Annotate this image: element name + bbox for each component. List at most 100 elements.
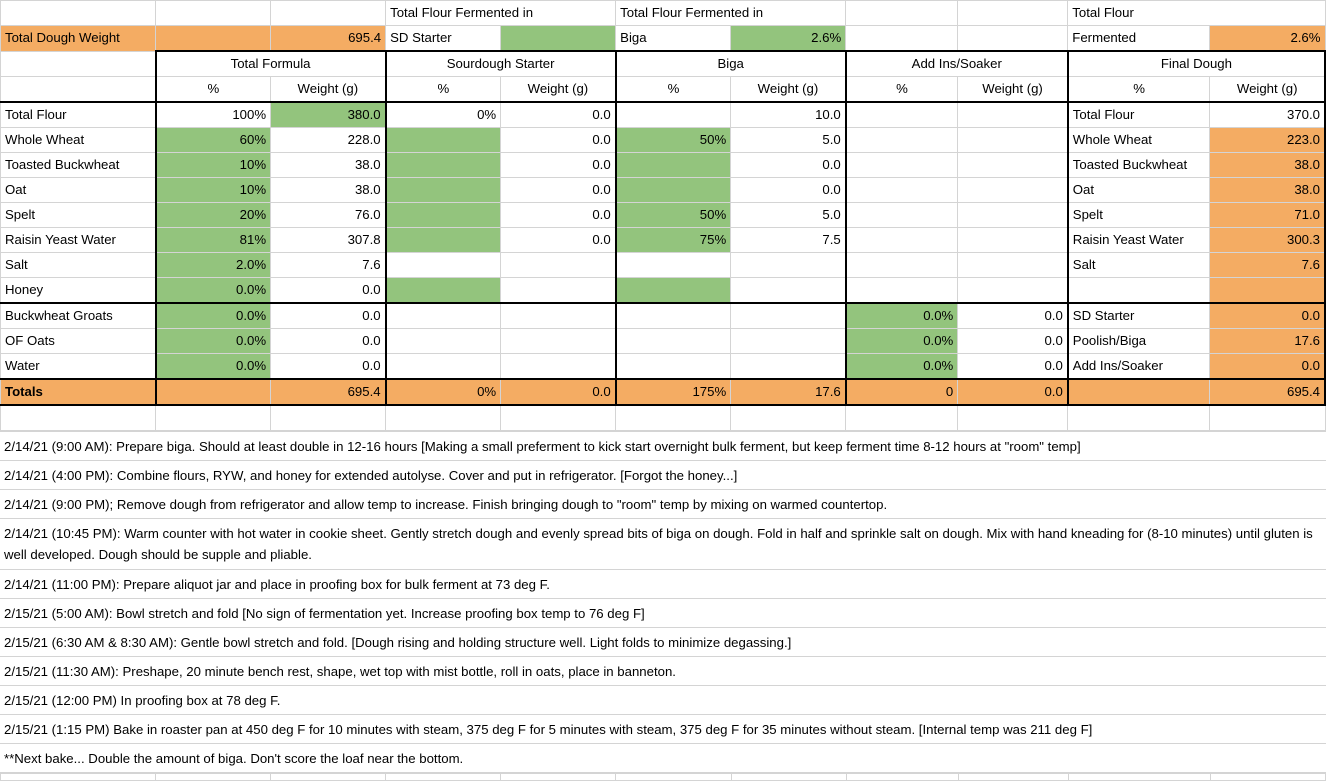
- cell-sourdough-weight[interactable]: 0.0: [500, 101, 617, 128]
- cell-addins-pct[interactable]: 0.0%: [844, 328, 959, 354]
- cell-addins-weight[interactable]: [957, 202, 1069, 228]
- total-dough-weight-value[interactable]: 695.4: [270, 25, 387, 52]
- cell-addins-pct[interactable]: [844, 177, 959, 203]
- cell-total-formula-pct[interactable]: 81%: [154, 227, 272, 253]
- cell-sourdough-pct[interactable]: [384, 277, 502, 304]
- note-text[interactable]: 2/14/21 (10:45 PM): Warm counter with ho…: [0, 518, 1326, 570]
- cell-total-formula-pct[interactable]: 20%: [154, 202, 272, 228]
- cell-sourdough-pct[interactable]: [384, 353, 502, 380]
- cell-total-formula-weight[interactable]: 380.0: [270, 101, 387, 128]
- cell-sourdough-pct[interactable]: [384, 152, 502, 178]
- cell-total-formula-pct[interactable]: 10%: [154, 177, 272, 203]
- cell-total-formula-weight[interactable]: 38.0: [270, 177, 387, 203]
- cell-total-formula-weight[interactable]: 38.0: [270, 152, 387, 178]
- cell-total-formula-weight[interactable]: 7.6: [270, 252, 387, 278]
- cell-addins-weight[interactable]: [957, 127, 1069, 153]
- totals-sourdough-pct[interactable]: 0%: [384, 378, 502, 406]
- cell-addins-weight[interactable]: [957, 152, 1069, 178]
- cell-sourdough-weight[interactable]: 0.0: [500, 202, 617, 228]
- cell-sourdough-pct[interactable]: [384, 177, 502, 203]
- cell-final-dough-weight[interactable]: 0.0: [1209, 353, 1326, 380]
- cell-sourdough-weight[interactable]: [500, 328, 617, 354]
- cell-total-formula-pct[interactable]: 100%: [154, 101, 272, 128]
- totals-addins-pct[interactable]: 0: [844, 378, 959, 406]
- cell-sourdough-pct[interactable]: [384, 328, 502, 354]
- cell-final-dough-weight[interactable]: 71.0: [1209, 202, 1326, 228]
- cell-biga-pct[interactable]: 75%: [614, 227, 732, 253]
- cell-addins-pct[interactable]: [844, 127, 959, 153]
- cell-sourdough-weight[interactable]: [500, 302, 617, 329]
- cell-total-formula-pct[interactable]: 0.0%: [154, 328, 272, 354]
- cell-biga-weight[interactable]: 0.0: [730, 152, 847, 178]
- cell-total-formula-pct[interactable]: 0.0%: [154, 302, 272, 329]
- cell-sourdough-weight[interactable]: 0.0: [500, 177, 617, 203]
- total-flour-fermented-value[interactable]: 2.6%: [1209, 25, 1326, 52]
- cell-biga-weight[interactable]: 5.0: [730, 202, 847, 228]
- cell-sourdough-weight[interactable]: 0.0: [500, 152, 617, 178]
- note-text[interactable]: 2/14/21 (11:00 PM): Prepare aliquot jar …: [0, 569, 1326, 599]
- cell-biga-pct[interactable]: [614, 152, 732, 178]
- totals-final-dough-weight[interactable]: 695.4: [1209, 378, 1326, 406]
- cell-biga-weight[interactable]: [730, 252, 847, 278]
- cell-final-dough-weight[interactable]: 0.0: [1209, 302, 1326, 329]
- cell-final-dough-weight[interactable]: 300.3: [1209, 227, 1326, 253]
- cell-addins-weight[interactable]: 0.0: [957, 328, 1069, 354]
- cell-biga-pct[interactable]: [614, 252, 732, 278]
- cell-biga-weight[interactable]: 5.0: [730, 127, 847, 153]
- cell-final-dough-weight[interactable]: 38.0: [1209, 177, 1326, 203]
- note-text[interactable]: 2/14/21 (4:00 PM): Combine flours, RYW, …: [0, 460, 1326, 490]
- cell-addins-weight[interactable]: [957, 277, 1069, 304]
- cell-total-formula-weight[interactable]: 0.0: [270, 328, 387, 354]
- note-text[interactable]: 2/14/21 (9:00 AM): Prepare biga. Should …: [0, 431, 1326, 461]
- note-text[interactable]: 2/15/21 (11:30 AM): Preshape, 20 minute …: [0, 656, 1326, 686]
- cell-biga-weight[interactable]: [730, 302, 847, 329]
- cell-sourdough-pct[interactable]: [384, 252, 502, 278]
- cell-sourdough-pct[interactable]: [384, 127, 502, 153]
- cell-addins-weight[interactable]: [957, 252, 1069, 278]
- cell-biga-weight[interactable]: 0.0: [730, 177, 847, 203]
- cell-addins-pct[interactable]: [844, 152, 959, 178]
- cell-addins-pct[interactable]: [844, 227, 959, 253]
- cell-biga-weight[interactable]: [730, 328, 847, 354]
- cell-addins-pct[interactable]: [844, 277, 959, 304]
- cell-total-formula-weight[interactable]: 0.0: [270, 353, 387, 380]
- note-text[interactable]: 2/15/21 (12:00 PM) In proofing box at 78…: [0, 685, 1326, 715]
- cell-total-formula-pct[interactable]: 0.0%: [154, 277, 272, 304]
- cell-total-formula-pct[interactable]: 0.0%: [154, 353, 272, 380]
- cell-biga-pct[interactable]: [614, 328, 732, 354]
- totals-addins-weight[interactable]: 0.0: [957, 378, 1069, 406]
- cell-sourdough-weight[interactable]: [500, 252, 617, 278]
- cell-sourdough-pct[interactable]: [384, 202, 502, 228]
- totals-biga-pct[interactable]: 175%: [614, 378, 732, 406]
- note-text[interactable]: 2/15/21 (5:00 AM): Bowl stretch and fold…: [0, 598, 1326, 628]
- cell-biga-pct[interactable]: [614, 353, 732, 380]
- cell-addins-pct[interactable]: [844, 202, 959, 228]
- cell-final-dough-weight[interactable]: 7.6: [1209, 252, 1326, 278]
- cell-addins-pct[interactable]: 0.0%: [844, 353, 959, 380]
- cell-total-formula-weight[interactable]: 228.0: [270, 127, 387, 153]
- cell-final-dough-weight[interactable]: 38.0: [1209, 152, 1326, 178]
- cell-total-formula-pct[interactable]: 2.0%: [154, 252, 272, 278]
- cell-sourdough-weight[interactable]: 0.0: [500, 127, 617, 153]
- cell-addins-weight[interactable]: 0.0: [957, 353, 1069, 380]
- cell-biga-weight[interactable]: 7.5: [730, 227, 847, 253]
- cell-final-dough-weight[interactable]: 370.0: [1209, 101, 1326, 128]
- cell-total-formula-weight[interactable]: 307.8: [270, 227, 387, 253]
- cell-biga-pct[interactable]: 50%: [614, 127, 732, 153]
- totals-biga-weight[interactable]: 17.6: [730, 378, 847, 406]
- cell-total-formula-pct[interactable]: 60%: [154, 127, 272, 153]
- cell-total-formula-pct[interactable]: 10%: [154, 152, 272, 178]
- cell-total-formula-weight[interactable]: 76.0: [270, 202, 387, 228]
- cell-biga-pct[interactable]: [614, 101, 732, 128]
- sd-fermented-value[interactable]: [500, 25, 617, 52]
- cell-sourdough-weight[interactable]: [500, 277, 617, 304]
- cell-addins-weight[interactable]: [957, 227, 1069, 253]
- cell-sourdough-weight[interactable]: 0.0: [500, 227, 617, 253]
- cell-biga-weight[interactable]: 10.0: [730, 101, 847, 128]
- cell-sourdough-pct[interactable]: [384, 227, 502, 253]
- cell-sourdough-pct[interactable]: [384, 302, 502, 329]
- cell-biga-weight[interactable]: [730, 353, 847, 380]
- cell-biga-pct[interactable]: [614, 277, 732, 304]
- cell-addins-pct[interactable]: 0.0%: [844, 302, 959, 329]
- cell-biga-weight[interactable]: [730, 277, 847, 304]
